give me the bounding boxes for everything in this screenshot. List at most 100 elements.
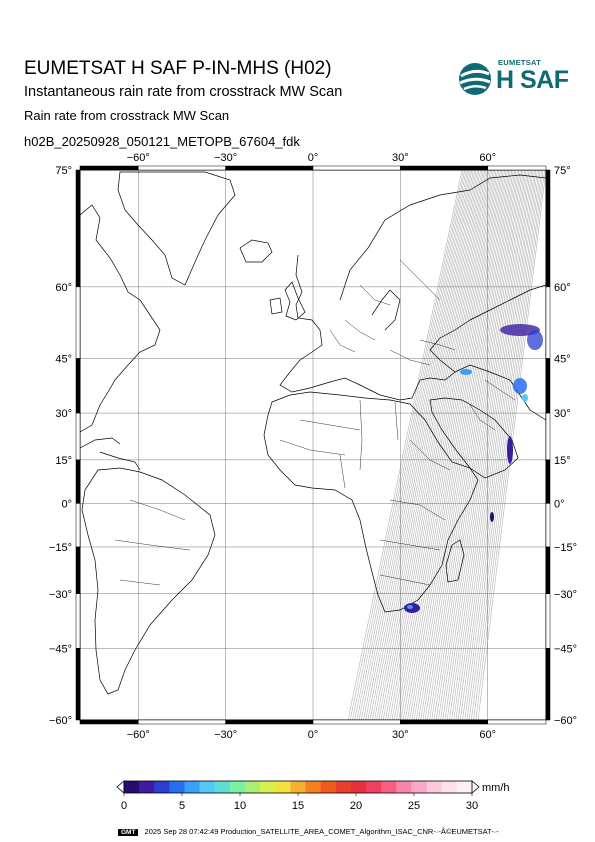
swath-scanline — [376, 170, 481, 720]
frame-band-top — [400, 165, 488, 171]
lat-tick-label-left: 0° — [61, 498, 72, 510]
frame-band-bottom — [312, 719, 401, 725]
colorbar-segment — [169, 781, 185, 793]
swath-scanline — [438, 170, 521, 720]
swath-scanline — [396, 170, 494, 720]
colorbar-segment — [260, 781, 276, 793]
colorbar-label: 0 — [121, 800, 127, 812]
map-subtitle: Instantaneous rain rate from crosstrack … — [24, 84, 343, 100]
frame-band-right — [545, 546, 551, 595]
colorbar-segment — [335, 781, 352, 793]
lon-tick-label-top: 30° — [392, 152, 409, 164]
swath-scanline — [446, 170, 527, 720]
swath-scanline — [411, 170, 504, 720]
swath-scanline — [387, 170, 488, 720]
swath-scanline — [393, 170, 493, 720]
lat-tick-label-left: 60° — [55, 282, 72, 294]
swath-scanline — [349, 170, 464, 720]
swath-scanline — [371, 170, 478, 720]
lon-tick-label-top: 0° — [308, 152, 319, 164]
uk-coast — [269, 281, 306, 321]
swath-scanline — [416, 170, 507, 720]
swath-scanline — [433, 170, 518, 720]
rain-patch-iran — [513, 378, 527, 394]
rain-patch-south-africa-core — [407, 605, 413, 609]
colorbar-segment — [305, 781, 321, 793]
lat-tick-label-left: 30° — [55, 408, 72, 420]
lat-tick-label-left: −60° — [49, 715, 72, 727]
frame-band-right — [545, 358, 551, 414]
rain-patch-arabian-sea — [507, 436, 513, 464]
swath-scanline — [369, 170, 477, 720]
swath-scanline — [435, 170, 520, 720]
swath-scanline — [429, 170, 515, 720]
colorbar-segment — [350, 781, 367, 793]
swath-scanline — [431, 170, 517, 720]
swath-scanline — [422, 170, 511, 720]
frame-band-left — [75, 503, 81, 548]
swath-scanline — [449, 170, 528, 720]
madagascar-coast — [445, 539, 465, 583]
lon-tick-label-bottom: −30° — [214, 729, 237, 741]
colorbar-max-arrow — [471, 780, 480, 794]
colorbar-min-arrow — [116, 780, 125, 794]
frame-band-left — [75, 169, 81, 288]
swath-scanline — [464, 170, 538, 720]
frame-band-top — [225, 165, 314, 171]
swath-scanline — [352, 170, 466, 720]
swath-scanline — [420, 170, 510, 720]
colorbar-segment — [456, 781, 473, 793]
lat-tick-label-left: −30° — [49, 589, 72, 601]
north-america-coast — [80, 204, 161, 433]
colorbar-segment — [381, 781, 397, 793]
frame-band-left — [75, 546, 81, 595]
frame-band-bottom — [400, 719, 488, 725]
lat-tick-label-left: 15° — [55, 455, 72, 467]
colorbar-segment — [396, 781, 412, 793]
frame-band-left — [75, 358, 81, 414]
lat-tick-label-right: 15° — [554, 455, 571, 467]
footer-credit: Production_SATELLITE_AREA_COMET_Algorith… — [220, 827, 499, 836]
frame-band-bottom — [487, 719, 547, 725]
frame-band-left — [75, 286, 81, 359]
colorbar-label: 25 — [408, 800, 420, 812]
frame-band-right — [545, 459, 551, 504]
frame-band-right — [545, 648, 551, 721]
lon-tick-label-bottom: 60° — [479, 729, 496, 741]
swath-scanline — [468, 170, 541, 720]
lat-tick-label-left: 45° — [55, 353, 72, 365]
satellite-swath — [347, 170, 546, 720]
colorbar-segment — [290, 781, 306, 793]
europe-coast — [279, 189, 471, 401]
swath-scanline — [402, 170, 498, 720]
colorbar-segment — [426, 781, 443, 793]
swath-scanline — [407, 170, 501, 720]
swath-scanline — [444, 170, 525, 720]
lat-tick-label-left: 75° — [55, 165, 72, 177]
swath-scanline — [418, 170, 508, 720]
file-name: h02B_20250928_050121_METOPB_67604_fdk — [24, 134, 300, 149]
lon-tick-label-bottom: 0° — [308, 729, 319, 741]
colorbar-segment — [229, 781, 246, 793]
caribbean-coast — [80, 437, 141, 471]
frame-band-right — [545, 286, 551, 359]
footer: GMT 2025 Sep 28 07:42:49 Production_SATE… — [118, 827, 499, 836]
south-america-coast — [81, 467, 216, 695]
rain-patch-blacksea — [460, 369, 472, 375]
frame-band-left — [75, 459, 81, 504]
gmt-badge: GMT — [118, 829, 139, 836]
asia-coast — [454, 174, 546, 421]
swath-scanline — [360, 170, 471, 720]
colorbar-label: 5 — [179, 800, 185, 812]
lat-tick-label-right: −30° — [554, 589, 577, 601]
swath-scanline — [367, 170, 476, 720]
border-lines — [114, 259, 516, 586]
swath-scanline — [427, 170, 514, 720]
lat-tick-label-right: 45° — [554, 353, 571, 365]
lat-tick-label-left: −15° — [49, 542, 72, 554]
swath-scanline — [356, 170, 468, 720]
swath-scanline — [466, 170, 540, 720]
greenland-coast — [117, 171, 236, 286]
lat-tick-label-right: 0° — [554, 498, 565, 510]
